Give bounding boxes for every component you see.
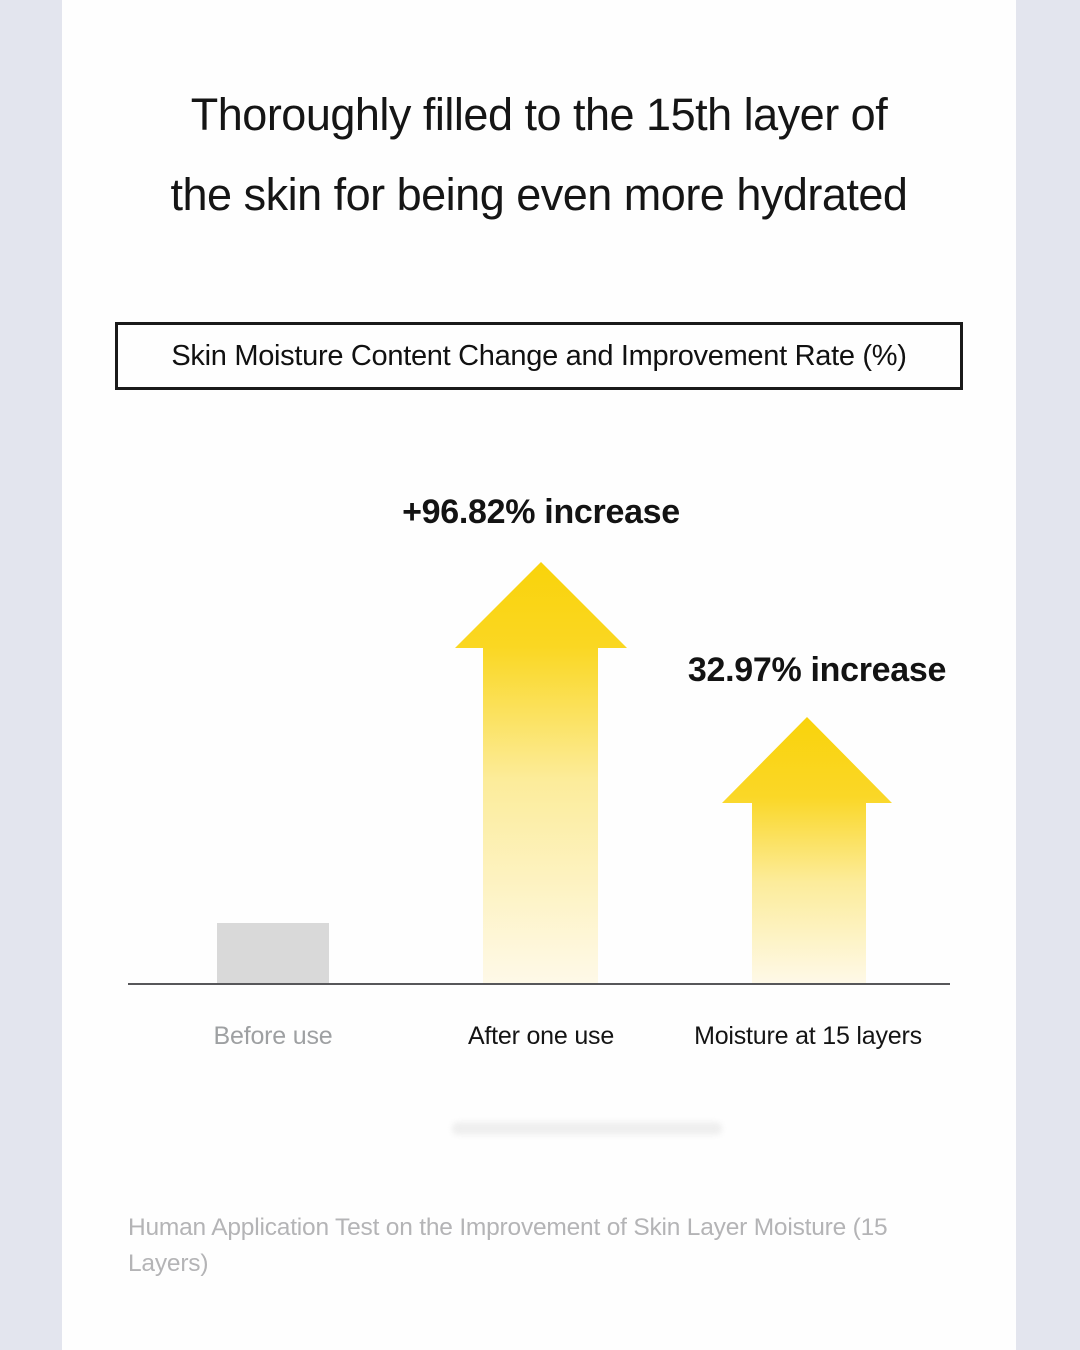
category-label-after-one-use: After one use <box>467 1022 615 1050</box>
annotation-moisture-15-layers: 32.97% increase <box>687 651 947 689</box>
erased-text-artifact <box>452 1122 722 1135</box>
disclaimer-line1: Human Application Test on the Improvemen… <box>128 1214 895 1277</box>
page-title: Thoroughly filled to the 15th layer of t… <box>62 75 1016 235</box>
category-label-moisture-15-layers: Moisture at 15 layers <box>694 1022 922 1050</box>
category-label-before-use: Before use <box>213 1022 333 1050</box>
page-title-line1: Thoroughly filled to the 15th layer of <box>190 89 888 140</box>
increase-arrow-small <box>722 717 892 984</box>
before-use-reference-bar <box>217 923 329 984</box>
chart-title-box: Skin Moisture Content Change and Improve… <box>115 322 963 390</box>
page-title-line2: the skin for being even more hydrated <box>170 169 908 220</box>
x-axis-line <box>128 983 950 985</box>
chart-title: Skin Moisture Content Change and Improve… <box>171 339 907 372</box>
disclaimer-text: Human Application Test on the Improvemen… <box>128 1139 973 1350</box>
annotation-after-one-use: +96.82% increase <box>402 493 680 531</box>
increase-arrow-large <box>455 562 627 984</box>
